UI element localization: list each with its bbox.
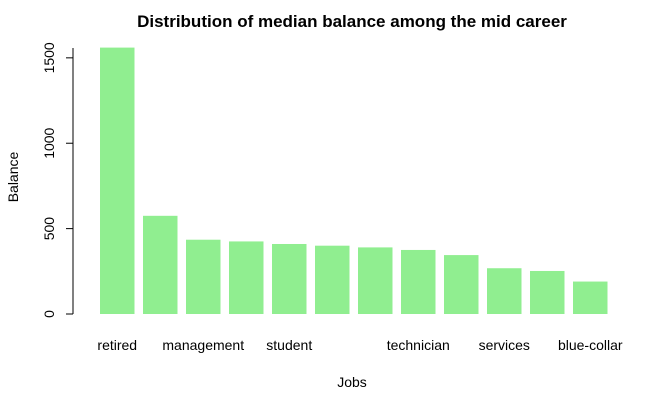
chart-title: Distribution of median balance among the… [137,12,567,31]
bar [487,268,522,314]
y-tick-label: 1000 [41,127,57,158]
bar [444,255,479,314]
x-tick-label: services [479,337,530,353]
y-tick-label: 1500 [41,42,57,73]
x-tick-label: student [266,337,312,353]
x-tick-label: retired [97,337,137,353]
x-tick-label: blue-collar [558,337,623,353]
x-axis-label: Jobs [337,374,367,390]
bar [358,247,393,314]
x-tick-label: technician [387,337,450,353]
bar [229,241,264,314]
y-axis: 0 500 1000 1500 [41,42,74,318]
y-tick-label: 500 [41,217,57,241]
bar [401,249,436,314]
bar [573,281,608,314]
y-axis-label: Balance [5,151,21,202]
bars [100,47,608,314]
x-tick-label: management [162,337,244,353]
bar [272,243,307,314]
bar [143,215,178,314]
x-tick-labels: retired management student technician servic… [97,337,622,353]
bar [100,47,135,314]
y-tick-label: 0 [41,310,57,318]
bar [530,270,565,314]
bar [315,245,350,314]
bar [186,239,221,314]
